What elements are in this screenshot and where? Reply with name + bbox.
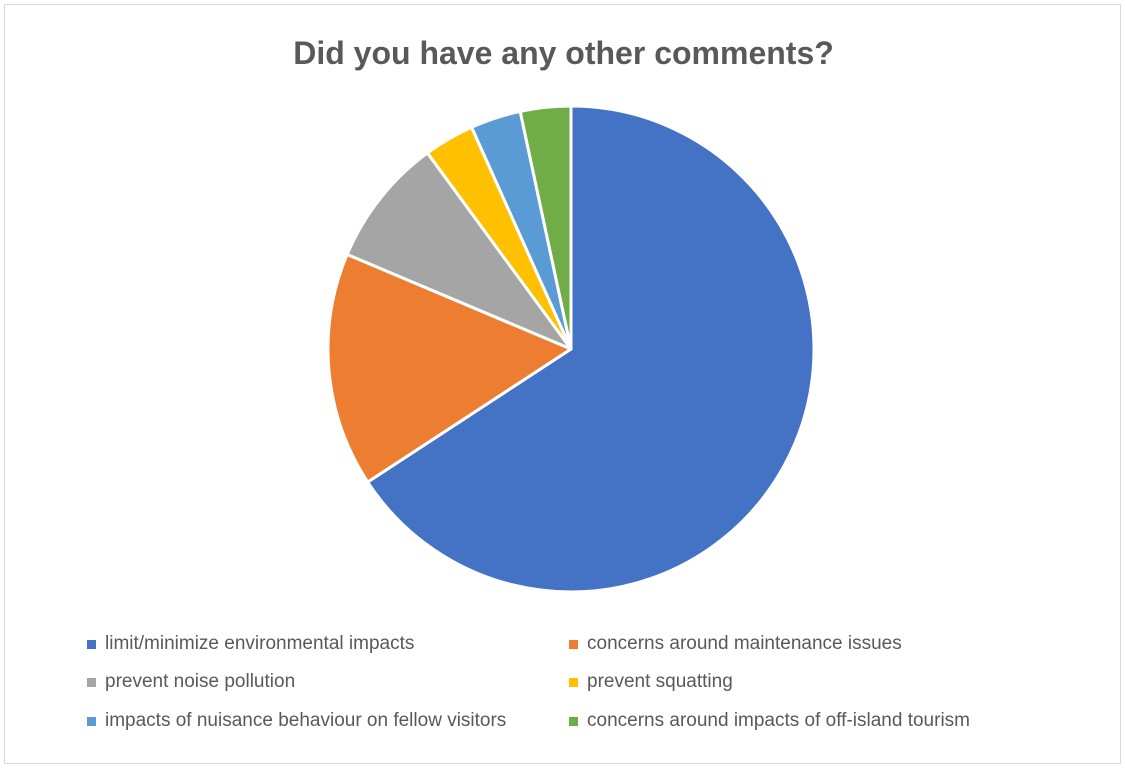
pie-slice [518, 104, 573, 351]
legend-label: prevent squatting [587, 671, 733, 692]
legend-item: impacts of nuisance behaviour on fellow … [87, 710, 506, 732]
chart-title: Did you have any other comments? [293, 35, 834, 71]
chart-frame: Did you have any other comments? limit/m… [4, 4, 1121, 764]
legend-swatch [87, 716, 96, 726]
legend-item: prevent squatting [569, 671, 733, 693]
legend-swatch [569, 639, 578, 649]
legend-item: concerns around impacts of off-island to… [569, 710, 970, 732]
pie-chart [326, 104, 816, 594]
legend-swatch [87, 639, 96, 649]
pie-slice [345, 151, 573, 351]
legend-label: limit/minimize environmental impacts [105, 633, 415, 654]
legend-label: concerns around maintenance issues [587, 633, 902, 654]
legend-label: impacts of nuisance behaviour on fellow … [105, 710, 507, 731]
pie-slice [326, 252, 573, 484]
legend-swatch [569, 677, 578, 687]
legend-item: limit/minimize environmental impacts [87, 633, 414, 655]
legend-label: concerns around impacts of off-island to… [587, 710, 970, 731]
legend-label: prevent noise pollution [105, 671, 296, 692]
legend-swatch [87, 677, 96, 687]
legend-swatch [569, 716, 578, 726]
pie-slice [366, 104, 816, 594]
legend-item: prevent noise pollution [87, 671, 295, 693]
legend-item: concerns around maintenance issues [569, 633, 902, 655]
